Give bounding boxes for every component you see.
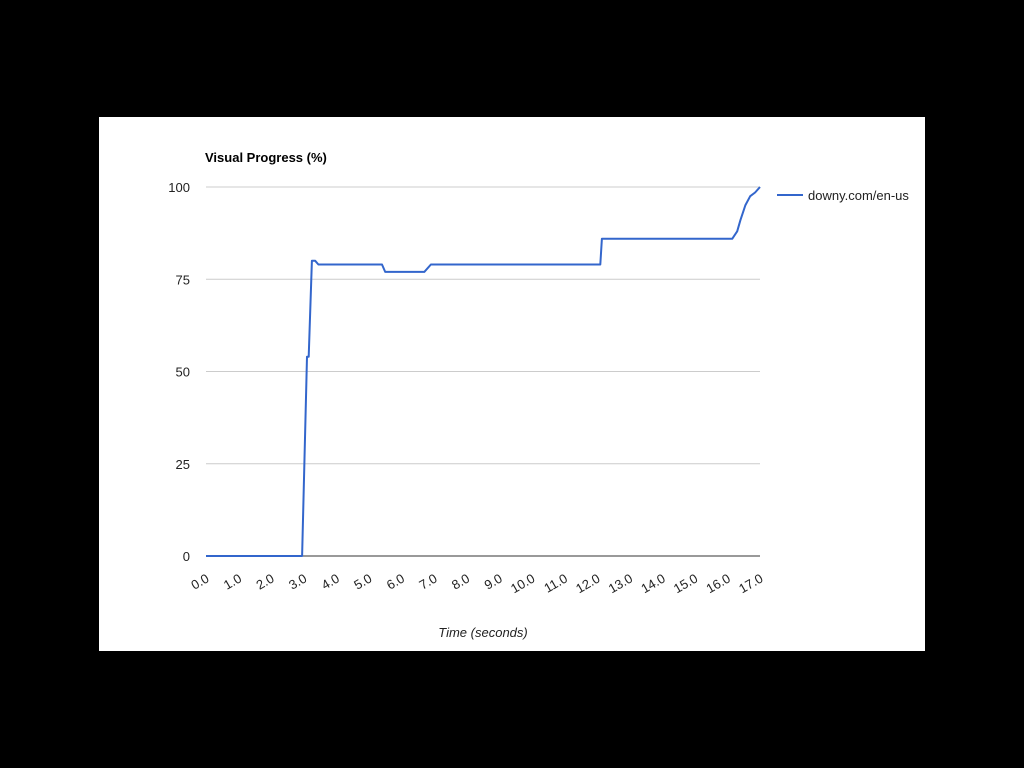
visual-progress-chart: Visual Progress (%) 0 25 50 75 100 0.0 1.0 2.0… [168,150,909,640]
x-tick-label: 1.0 [221,571,244,593]
x-tick-label: 4.0 [319,571,342,593]
x-tick-label: 9.0 [482,571,505,593]
y-tick-label: 75 [176,272,190,287]
x-tick-label: 0.0 [188,571,211,593]
x-tick-label: 11.0 [541,571,570,596]
x-tick-label: 7.0 [416,571,439,593]
x-tick-label: 2.0 [254,571,277,593]
x-axis-title: Time (seconds) [438,625,527,640]
y-tick-label: 100 [168,180,190,195]
x-tick-label: 12.0 [573,571,602,597]
x-tick-label: 6.0 [384,571,407,593]
x-tick-label: 15.0 [671,571,700,597]
x-tick-label: 10.0 [508,571,537,597]
y-tick-label: 25 [176,457,190,472]
legend-label: downy.com/en-us [808,188,909,203]
y-tick-label: 50 [176,365,190,380]
x-tick-label: 5.0 [351,571,374,593]
chart-panel: Visual Progress (%) 0 25 50 75 100 0.0 1.0 2.0… [99,117,925,651]
series-line [206,186,761,557]
x-tick-label: 3.0 [286,571,309,593]
x-tick-label: 16.0 [703,571,732,597]
x-tick-label: 14.0 [638,571,667,597]
x-tick-label: 8.0 [449,571,472,593]
chart-title: Visual Progress (%) [205,150,327,165]
y-tick-label: 0 [183,549,190,564]
x-tick-label: 17.0 [736,571,765,597]
x-tick-label: 13.0 [606,571,635,597]
